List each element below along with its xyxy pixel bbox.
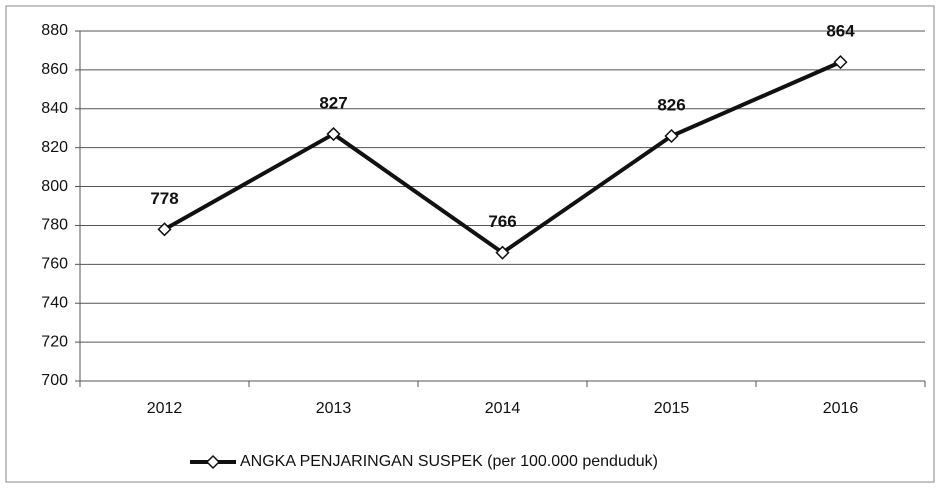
data-label: 826 <box>657 95 685 114</box>
x-tick-label: 2016 <box>823 400 859 417</box>
point-marker <box>157 222 172 237</box>
y-tick-label: 840 <box>41 100 68 117</box>
data-label: 766 <box>488 212 516 231</box>
x-tick-label: 2015 <box>654 400 690 417</box>
chart-frame <box>5 5 935 483</box>
y-tick-label: 740 <box>41 294 68 311</box>
y-tick-label: 780 <box>41 217 68 234</box>
y-tick-label: 800 <box>41 178 68 195</box>
x-tick-label: 2012 <box>147 400 183 417</box>
y-tick-label: 820 <box>41 139 68 156</box>
y-tick-label: 760 <box>41 256 68 273</box>
point-marker <box>833 55 848 70</box>
point-marker <box>495 245 510 260</box>
y-tick-label: 700 <box>41 372 68 389</box>
point-marker <box>664 128 679 144</box>
point-marker <box>326 126 341 142</box>
y-tick-label: 860 <box>41 61 68 78</box>
legend-marker <box>205 454 221 470</box>
y-tick-label: 880 <box>41 22 68 39</box>
x-tick-label: 2014 <box>485 400 521 417</box>
legend-label: ANGKA PENJARINGAN SUSPEK (per 100.000 pe… <box>240 453 658 470</box>
data-label: 827 <box>319 94 347 113</box>
y-tick-label: 720 <box>41 333 68 350</box>
data-label: 864 <box>826 22 855 41</box>
x-tick-label: 2013 <box>316 400 352 417</box>
data-label: 778 <box>150 189 178 208</box>
